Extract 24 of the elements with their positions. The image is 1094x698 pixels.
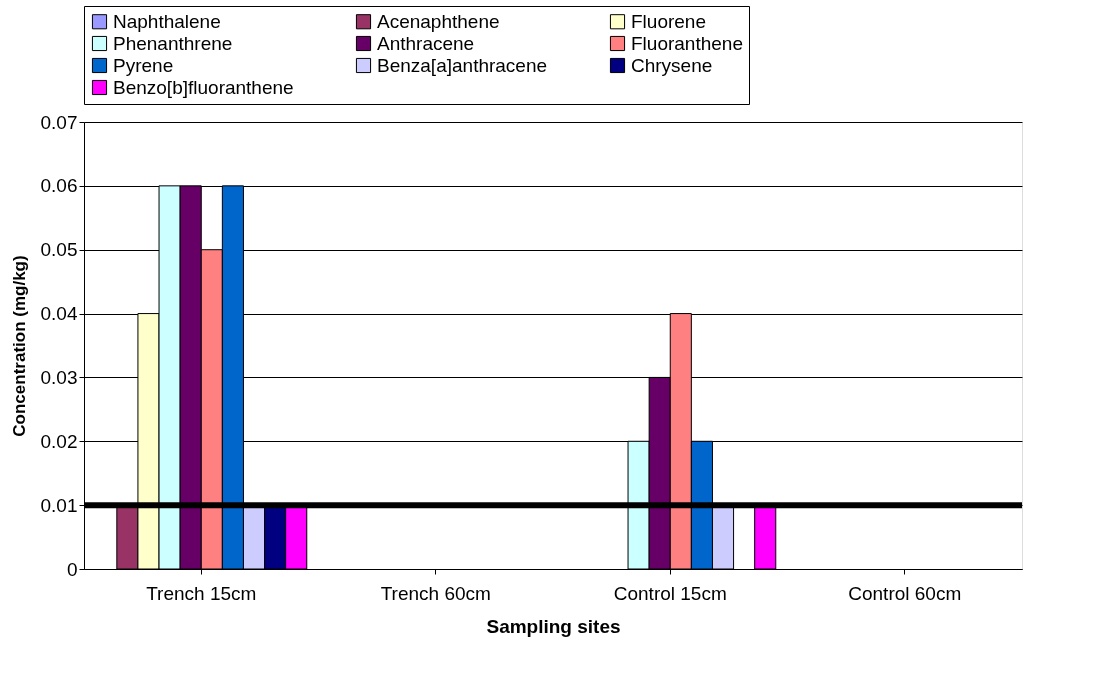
y-tick-label: 0 <box>66 558 78 580</box>
y-tick-label: 0.06 <box>40 175 78 197</box>
legend-label: Chrysene <box>631 54 713 76</box>
legend-label: Fluorene <box>631 10 706 32</box>
y-tick-label: 0.05 <box>40 239 78 261</box>
y-tick-label: 0.04 <box>40 303 78 325</box>
y-tick-label: 0.03 <box>40 366 78 388</box>
y-tick-label: 0.01 <box>40 494 78 516</box>
legend-label: Anthracene <box>377 32 475 54</box>
y-axis-title: Concentration (mg/kg) <box>9 255 29 437</box>
legend-label: Benza[a]anthracene <box>377 54 548 76</box>
x-axis-title: Sampling sites <box>486 615 621 637</box>
legend-label: Phenanthrene <box>113 32 233 54</box>
legend-label: Fluoranthene <box>631 32 743 54</box>
x-tick-label: Trench 15cm <box>146 582 257 604</box>
legend-label: Acenaphthene <box>377 10 500 32</box>
x-tick-label: Trench 60cm <box>380 582 491 604</box>
legend-label: Benzo[b]fluoranthene <box>113 76 294 98</box>
x-tick-label: Control 15cm <box>613 582 727 604</box>
legend-label: Pyrene <box>113 54 174 76</box>
y-tick-label: 0.02 <box>40 430 78 452</box>
legend-label: Naphthalene <box>113 10 221 32</box>
x-tick-label: Control 60cm <box>848 582 962 604</box>
y-tick-label: 0.07 <box>40 111 78 133</box>
